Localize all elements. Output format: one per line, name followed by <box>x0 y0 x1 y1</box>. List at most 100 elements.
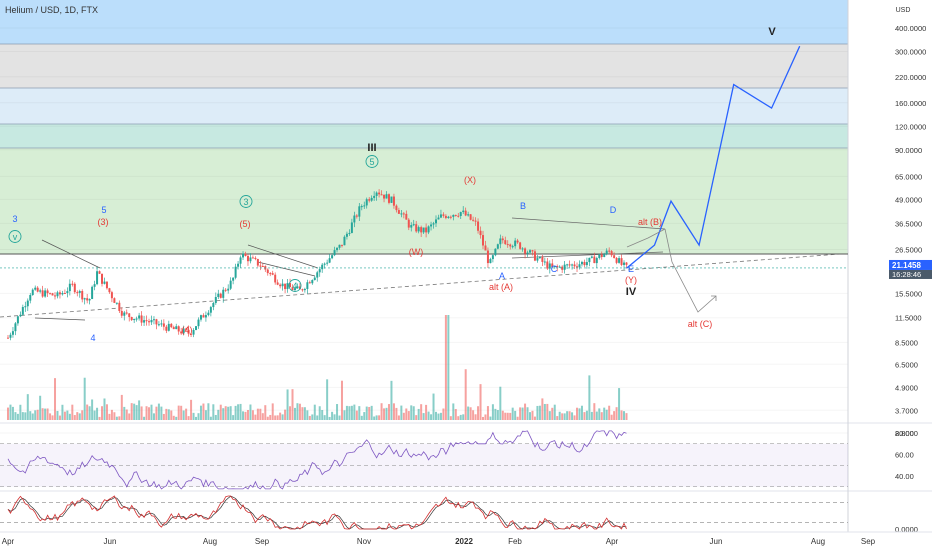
candle-body[interactable] <box>378 192 381 195</box>
candle-body[interactable] <box>618 258 621 263</box>
candle-body[interactable] <box>326 262 329 264</box>
candle-body[interactable] <box>115 302 118 304</box>
candle-body[interactable] <box>548 263 551 269</box>
candle-body[interactable] <box>289 283 292 288</box>
candle-body[interactable] <box>306 282 309 289</box>
candle-body[interactable] <box>301 289 304 291</box>
candle-body[interactable] <box>185 328 188 330</box>
candle-body[interactable] <box>425 227 428 233</box>
candle-body[interactable] <box>56 292 59 297</box>
candle-body[interactable] <box>242 253 245 258</box>
candle-body[interactable] <box>469 214 472 220</box>
candle-body[interactable] <box>506 244 509 246</box>
candle-body[interactable] <box>190 333 193 335</box>
candle-body[interactable] <box>133 318 136 321</box>
candle-body[interactable] <box>172 327 175 330</box>
candle-body[interactable] <box>96 271 99 285</box>
candle-body[interactable] <box>615 257 618 263</box>
candle-body[interactable] <box>526 252 529 254</box>
candle-body[interactable] <box>580 261 583 265</box>
candle-body[interactable] <box>207 312 210 316</box>
candle-body[interactable] <box>477 221 480 231</box>
candle-body[interactable] <box>336 247 339 251</box>
candles[interactable] <box>0 189 848 341</box>
candle-body[interactable] <box>593 256 596 264</box>
candle-body[interactable] <box>239 257 242 264</box>
candle-body[interactable] <box>420 227 423 233</box>
candle-body[interactable] <box>308 282 311 284</box>
candle-body[interactable] <box>76 292 79 294</box>
candle-body[interactable] <box>113 298 116 303</box>
candle-body[interactable] <box>232 277 235 281</box>
candle-body[interactable] <box>338 244 341 248</box>
candle-body[interactable] <box>167 323 170 331</box>
candle-body[interactable] <box>21 307 24 315</box>
candle-body[interactable] <box>266 269 269 274</box>
candle-body[interactable] <box>123 312 126 316</box>
candle-body[interactable] <box>400 213 403 215</box>
candle-body[interactable] <box>251 257 254 259</box>
candle-body[interactable] <box>397 210 400 214</box>
candle-body[interactable] <box>118 302 121 311</box>
candle-body[interactable] <box>259 265 262 267</box>
candle-body[interactable] <box>44 290 47 297</box>
candle-body[interactable] <box>66 291 69 294</box>
candle-body[interactable] <box>303 288 306 291</box>
candle-body[interactable] <box>383 194 386 199</box>
candle-body[interactable] <box>71 283 74 285</box>
candle-body[interactable] <box>432 223 435 225</box>
candle-body[interactable] <box>504 240 507 245</box>
candle-body[interactable] <box>489 259 492 264</box>
candle-body[interactable] <box>316 272 319 278</box>
candle-body[interactable] <box>541 257 544 262</box>
candle-body[interactable] <box>437 217 440 220</box>
candle-body[interactable] <box>494 248 497 256</box>
candle-body[interactable] <box>180 331 183 334</box>
candle-body[interactable] <box>202 315 205 318</box>
candle-body[interactable] <box>363 205 366 207</box>
candle-body[interactable] <box>125 312 128 314</box>
candle-body[interactable] <box>152 319 155 321</box>
candle-body[interactable] <box>318 269 321 273</box>
candle-body[interactable] <box>281 283 284 287</box>
candle-body[interactable] <box>51 293 54 296</box>
candle-body[interactable] <box>81 291 84 300</box>
candle-body[interactable] <box>333 250 336 256</box>
candle-body[interactable] <box>410 225 413 228</box>
candle-body[interactable] <box>222 289 225 298</box>
candle-body[interactable] <box>246 256 249 262</box>
candle-body[interactable] <box>108 288 111 293</box>
candle-body[interactable] <box>531 250 534 252</box>
candle-body[interactable] <box>348 232 351 234</box>
candle-body[interactable] <box>284 283 287 290</box>
candle-body[interactable] <box>553 266 556 268</box>
candle-body[interactable] <box>368 199 371 201</box>
candle-body[interactable] <box>415 224 418 232</box>
candle-body[interactable] <box>73 283 76 293</box>
candle-body[interactable] <box>585 262 588 266</box>
candle-body[interactable] <box>271 273 274 275</box>
candle-body[interactable] <box>91 286 94 299</box>
candle-body[interactable] <box>83 298 86 300</box>
candle-body[interactable] <box>598 254 601 259</box>
candle-body[interactable] <box>573 264 576 267</box>
candle-body[interactable] <box>605 250 608 255</box>
candle-body[interactable] <box>449 216 452 218</box>
candle-body[interactable] <box>442 214 445 216</box>
candle-body[interactable] <box>501 238 504 241</box>
candle-body[interactable] <box>296 286 299 289</box>
candle-body[interactable] <box>519 242 522 249</box>
candle-body[interactable] <box>350 222 353 233</box>
candle-body[interactable] <box>274 274 277 283</box>
candle-body[interactable] <box>16 316 19 324</box>
candle-body[interactable] <box>135 318 138 320</box>
candle-body[interactable] <box>467 214 470 216</box>
candle-body[interactable] <box>558 266 561 268</box>
candle-body[interactable] <box>130 317 133 321</box>
price-axis[interactable]: USD 400.0000 300.0000 220.0000 160.0000 120.0… <box>889 7 932 534</box>
candle-body[interactable] <box>380 194 383 196</box>
candle-body[interactable] <box>365 199 368 206</box>
candle-body[interactable] <box>199 315 202 320</box>
candle-body[interactable] <box>561 266 564 270</box>
candle-body[interactable] <box>583 261 586 266</box>
